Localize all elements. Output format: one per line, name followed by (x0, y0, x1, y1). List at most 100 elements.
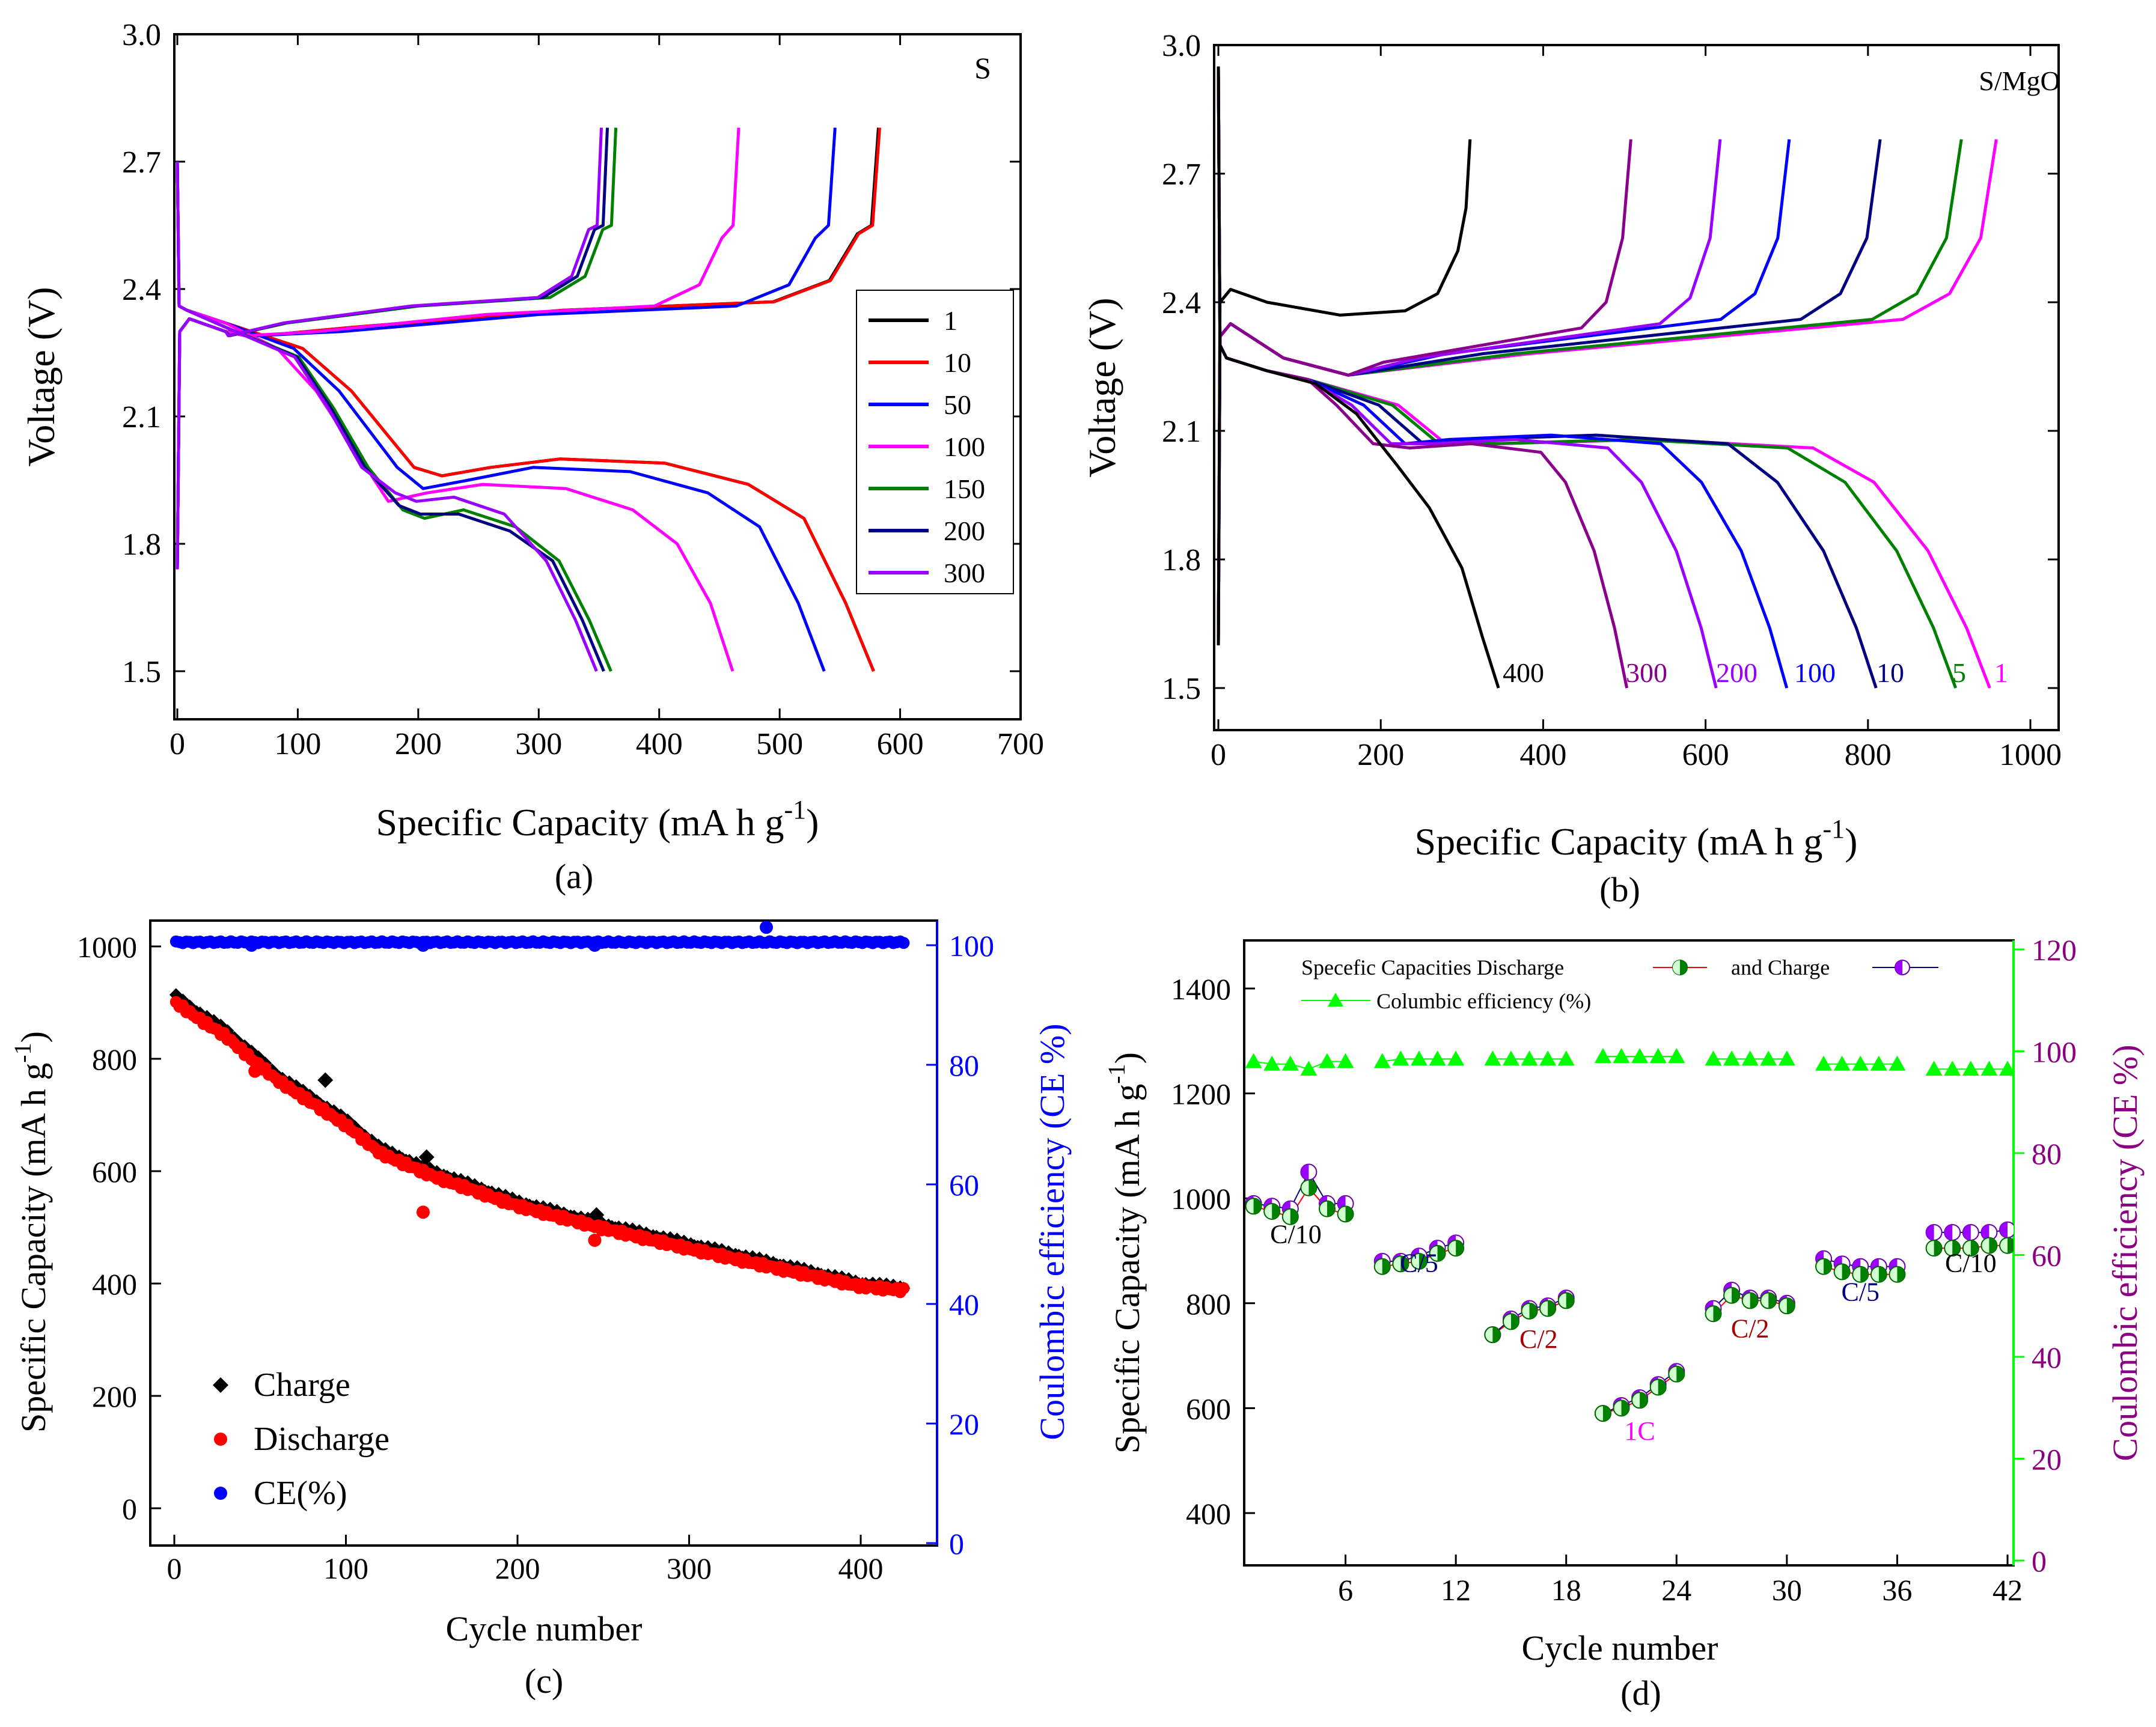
discharge-point-half (1566, 1293, 1574, 1309)
y-tick-label: 1200 (1171, 1077, 1231, 1111)
charge-point (1300, 1163, 1318, 1181)
y-tick-label: 2.4 (122, 273, 161, 307)
x-tick-label: 100 (323, 1552, 368, 1585)
panel-b-frame (1213, 44, 2060, 731)
discharge-point-half (1456, 1240, 1464, 1256)
discharge-point (1999, 1237, 2014, 1254)
charge-point-half (2000, 1222, 2008, 1238)
discharge-point (1631, 1392, 1649, 1409)
ce-point (1631, 1047, 1649, 1063)
charge-point-half (1301, 1164, 1309, 1180)
charge-point-half (1981, 1224, 1990, 1240)
y2-tick-label: 80 (2032, 1137, 2062, 1171)
discharge-point (1300, 1179, 1318, 1196)
discharge-point (1944, 1240, 1961, 1257)
discharge-point-half (1640, 1392, 1648, 1409)
panel-label-c: (c) (525, 1662, 563, 1701)
points-c (169, 921, 911, 1299)
ce-point (1778, 1050, 1795, 1066)
ce-point (1484, 1050, 1501, 1066)
discharge-curve-1 (176, 161, 875, 672)
rate-label: C/2 (1731, 1314, 1770, 1344)
points-d (1245, 1047, 2014, 1422)
panel-d-y2label: Coulombic efficiency (CE %) (2106, 1044, 2145, 1461)
discharge-point-half (1290, 1208, 1298, 1225)
y-tick-label: 2.1 (1162, 415, 1201, 449)
x-tick-label: 12 (1441, 1573, 1471, 1607)
discharge-point (1815, 1258, 1833, 1275)
y2-tick-label: 60 (949, 1168, 979, 1202)
discharge-point-half (1768, 1293, 1777, 1309)
discharge-curve-300 (176, 161, 598, 672)
y2-tick-label: 80 (949, 1049, 979, 1082)
discharge-point-half (1989, 1237, 1997, 1253)
legend-a-label-300: 300 (944, 558, 985, 588)
legend-c-discharge-marker (214, 1433, 227, 1446)
panel-a-frame (173, 33, 1022, 720)
panel-label-d: (d) (1620, 1674, 1661, 1713)
discharge-point (1594, 1405, 1611, 1422)
x-tick-label: 400 (838, 1552, 884, 1585)
x-tick-label: 1000 (1999, 738, 2062, 772)
discharge-point (1557, 1292, 1575, 1309)
x-tick-label: 200 (1357, 738, 1404, 772)
discharge-point (1245, 1198, 1262, 1215)
y-tick-label: 800 (1186, 1287, 1231, 1321)
ce-point (1281, 1055, 1299, 1071)
charge-curve-300 (1217, 139, 1632, 645)
x-tick-label: 300 (515, 727, 562, 761)
discharge-point-half (2008, 1237, 2014, 1253)
charge-curve-100 (176, 127, 741, 570)
annotation-b-400: 400 (1503, 657, 1544, 688)
panel-b-ylabel: Voltage (V) (1081, 297, 1123, 477)
discharge-point (1337, 1205, 1354, 1223)
panel-a-plot: 0 100 200 300 400 500 600 700 1.5 1.8 2.1 2.4 2.7 3.0… (122, 18, 1044, 761)
discharge-point (1539, 1300, 1557, 1317)
panel-c-xlabel: Cycle number (446, 1609, 643, 1648)
discharge-point-half (1750, 1293, 1758, 1309)
discharge-point-half (1934, 1240, 1942, 1256)
x-tick-label: 500 (756, 727, 803, 761)
discharge-point (1668, 1365, 1685, 1383)
ce-point (245, 939, 258, 952)
y-tick-label: 600 (1186, 1392, 1231, 1425)
discharge-point (1502, 1313, 1519, 1330)
discharge-point-half (1492, 1327, 1501, 1343)
panel-b-xlabel: Specific Capacity (mA h g-1) (1415, 814, 1858, 863)
discharge-point-half (1732, 1287, 1740, 1303)
y-tick-label: 800 (92, 1043, 137, 1076)
discharge-point (897, 1282, 910, 1294)
ce-point (1723, 1050, 1741, 1066)
ce-point (1668, 1047, 1685, 1063)
charge-point-half (1944, 1224, 1953, 1240)
discharge-point (248, 1064, 262, 1078)
y2-tick-label: 20 (949, 1407, 979, 1441)
legend-a-label-150: 150 (944, 474, 985, 504)
ce-point (1741, 1050, 1759, 1066)
annotation-b-10: 10 (1877, 657, 1904, 688)
discharge-curve-5 (1217, 66, 1958, 689)
panel-d-ylabel: Specific Capacity (mA h g-1) (1103, 1052, 1147, 1454)
y2-tick-label: 0 (2032, 1544, 2047, 1578)
discharge-point (1613, 1400, 1630, 1417)
discharge-point-half (1786, 1298, 1795, 1314)
discharge-curve-10 (1217, 66, 1878, 689)
discharge-point-half (1842, 1264, 1850, 1280)
panel-a-ylabel: Voltage (V) (20, 287, 63, 466)
ce-point (897, 937, 910, 949)
ce-point (1944, 1061, 1961, 1076)
panel-c-ylabel: Specific Capacity (mA h g-1) (9, 1031, 53, 1433)
x-tick-label: 600 (877, 727, 924, 761)
discharge-point (1392, 1255, 1409, 1273)
y-tick-label: 1.5 (122, 655, 161, 689)
ce-point (1373, 1053, 1391, 1068)
panel-a-title: S (974, 51, 991, 85)
rate-label: C/2 (1519, 1324, 1558, 1354)
panel-d-plot: 400 600 800 1000 1200 1400 6 12 18 24 30 36 42 0 20 40 6… (1171, 933, 2077, 1607)
x-tick-label: 42 (1993, 1573, 2023, 1607)
discharge-point-half (1419, 1253, 1427, 1269)
legend-a-label-100: 100 (944, 431, 985, 462)
discharge-point (1962, 1240, 1979, 1257)
discharge-point (1705, 1305, 1722, 1323)
x-tick-label: 18 (1551, 1573, 1581, 1607)
